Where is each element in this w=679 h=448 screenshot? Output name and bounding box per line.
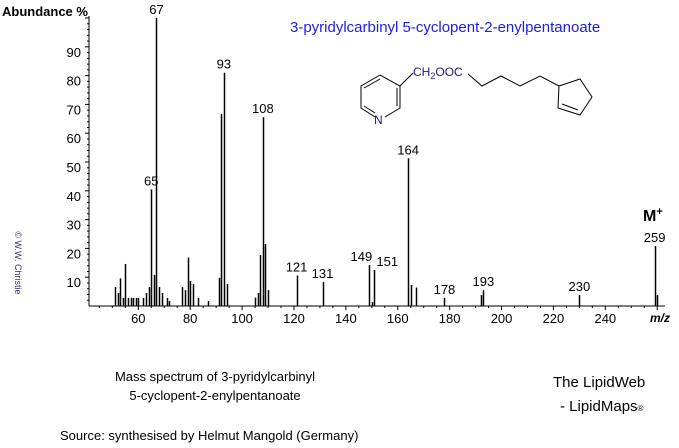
y-tick-label: 50 [67, 160, 81, 175]
molecular-ion-charge: + [656, 206, 662, 218]
y-tick-label: 70 [67, 102, 81, 117]
chart-title: 3-pyridylcarbinyl 5-cyclopent-2-enylpent… [290, 19, 601, 36]
peak-labels: 65 67 93 108 121 131 149 151 164 178 193 230 259 [144, 2, 665, 297]
ester-ooc: OOC [435, 65, 463, 79]
pyridine-ring-left [360, 74, 381, 118]
molecular-ion-label: M+ [643, 206, 663, 225]
peak-label-121: 121 [286, 259, 308, 274]
lipidmaps-brand: - LipidMaps® [560, 398, 643, 415]
x-tick-label: 60 [131, 311, 145, 326]
peak-label-93: 93 [217, 57, 231, 72]
x-tick-label: 240 [594, 311, 616, 326]
cyclopentene-double-bond [561, 103, 579, 111]
registered-mark: ® [637, 404, 644, 413]
substituent-bond [399, 72, 414, 87]
ester-ch: CH [413, 65, 430, 79]
nitrogen-atom: N [374, 113, 383, 127]
x-axis-label: m/z [650, 311, 670, 325]
y-tick-label: 40 [67, 189, 81, 204]
peak-label-259: 259 [644, 230, 666, 245]
lipidmaps-text: - LipidMaps [560, 398, 638, 415]
molecular-ion-symbol: M [643, 208, 656, 225]
cyclopentene-ring [557, 78, 593, 116]
pyridine-ring [379, 74, 401, 118]
peak-label-67: 67 [149, 2, 163, 17]
x-tick-label: 160 [387, 311, 409, 326]
lipidweb-brand: The LipidWeb [553, 374, 646, 391]
alkyl-chain [467, 73, 560, 87]
source-note: Source: synthesised by Helmut Mangold (G… [60, 428, 359, 443]
pyridine-double-bond [363, 105, 376, 114]
peak-label-131: 131 [312, 266, 334, 281]
x-tick-label: 220 [543, 311, 565, 326]
x-tick-label: 120 [283, 311, 305, 326]
y-axis-label: Abundance % [2, 4, 88, 19]
peak-label-149: 149 [351, 249, 373, 264]
x-tick-label: 200 [491, 311, 513, 326]
caption-line-1: Mass spectrum of 3-pyridylcarbinyl [114, 369, 316, 384]
axes: 10 20 30 40 50 60 70 80 90 60 80 100 120 140 160 180 200… [67, 16, 665, 326]
x-tick-label: 180 [439, 311, 461, 326]
peak-label-193: 193 [473, 274, 495, 289]
y-tick-label: 30 [67, 218, 81, 233]
x-tick-label: 80 [183, 311, 197, 326]
pyridine-double-bond [363, 78, 381, 89]
caption-line-2: 5-cyclopent-2-enylpentanoate [129, 388, 301, 403]
y-tick-label: 60 [67, 131, 81, 146]
chemical-structure [360, 72, 593, 118]
x-tick-label: 140 [335, 311, 357, 326]
ester-group: CH2OOC [413, 65, 463, 81]
ester-subscript: 2 [430, 71, 435, 81]
peak-label-164: 164 [397, 142, 419, 157]
y-tick-label: 80 [67, 74, 81, 89]
peak-label-108: 108 [252, 101, 274, 116]
x-tick-label: 100 [231, 311, 253, 326]
peak-label-65: 65 [144, 173, 158, 188]
peak-label-151: 151 [376, 254, 398, 269]
copyright: © W.W. Christie [13, 231, 23, 295]
peak-label-178: 178 [434, 282, 456, 297]
peak-label-230: 230 [569, 279, 591, 294]
peaks [114, 18, 659, 306]
y-tick-label: 90 [67, 45, 81, 60]
y-tick-label: 10 [67, 275, 81, 290]
y-tick-label: 20 [67, 246, 81, 261]
